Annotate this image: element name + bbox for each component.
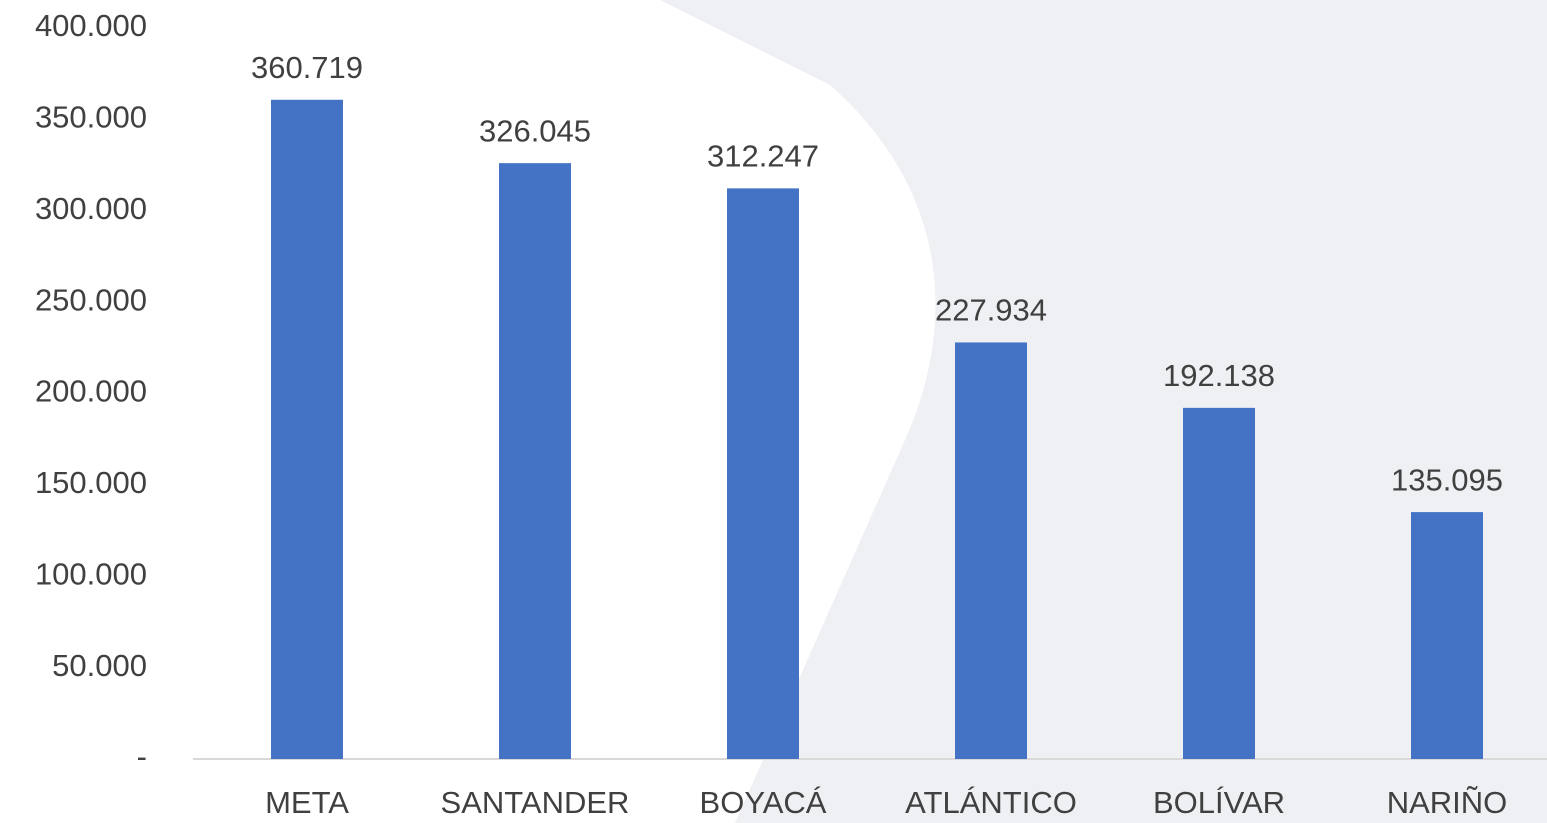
bar [1411,512,1483,759]
data-label: 192.138 [1163,358,1275,393]
background-shape [660,0,1547,823]
data-label: 360.719 [251,50,363,85]
y-tick-label: 300.000 [35,191,147,226]
data-label: 135.095 [1391,462,1503,497]
bar [271,99,343,760]
x-tick-label: SANTANDER [441,785,630,820]
y-tick-label: 250.000 [35,282,147,317]
y-tick-label: 150.000 [35,465,147,500]
data-label: 227.934 [935,293,1047,328]
x-tick-label: META [265,785,349,820]
bar [499,163,571,759]
y-tick-label: 350.000 [35,100,147,135]
data-label: 312.247 [707,139,819,174]
y-tick-label: 400.000 [35,8,147,43]
x-tick-label: ATLÁNTICO [905,785,1077,820]
x-tick-label: BOLÍVAR [1153,785,1285,820]
bar [727,188,799,760]
y-tick-label: 200.000 [35,374,147,409]
y-tick-label: 50.000 [52,648,147,683]
data-label: 326.045 [479,113,591,148]
x-tick-label: BOYACÁ [700,785,827,820]
y-tick-label: - [137,739,147,774]
bar [1183,407,1255,759]
y-tick-label: 100.000 [35,556,147,591]
bar [955,342,1027,759]
x-tick-label: NARIÑO [1387,785,1508,820]
